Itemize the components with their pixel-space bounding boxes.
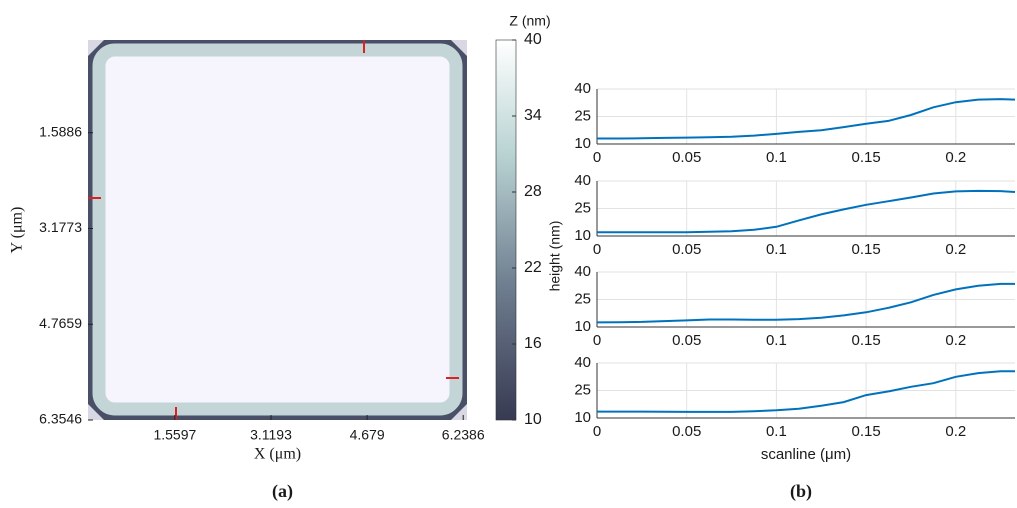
y-tick-label: 6.3546 (39, 411, 82, 427)
image-corner (88, 40, 104, 56)
x-tick-label: 3.1193 (250, 427, 292, 443)
x-tick-label: 0.15 (851, 241, 880, 258)
image-corner (451, 40, 467, 56)
image-corner (88, 404, 104, 420)
colorbar-tick-label: 10 (524, 411, 542, 428)
x-tick-label: 0 (593, 423, 601, 440)
x-tick-label: 0.2 (945, 332, 966, 349)
x-tick-label: 0.05 (672, 241, 701, 258)
x-tick-label: 0.15 (851, 423, 880, 440)
y-axis-label: Y (μm) (9, 207, 26, 254)
x-tick-label: 1.5597 (153, 427, 196, 443)
x-axis-label: scanline (μm) (761, 446, 851, 463)
line-series (597, 189, 1016, 234)
colorbar-tick-label: 40 (524, 31, 542, 48)
x-tick-label: 0.1 (766, 241, 787, 258)
y-tick-label: 40 (574, 263, 591, 280)
x-tick-label: 6.2386 (442, 427, 485, 443)
x-tick-label: 0.2 (945, 149, 966, 166)
y-tick-label: 10 (574, 409, 591, 426)
y-tick-label: 25 (574, 199, 591, 216)
line-series (597, 370, 1015, 413)
y-tick-label: 4.7659 (39, 315, 82, 331)
x-tick-label: 0 (593, 241, 601, 258)
x-tick-label: 0.15 (851, 149, 880, 166)
line-series (596, 282, 1015, 324)
y-tick-label: 10 (574, 135, 591, 152)
afm-image (88, 40, 467, 420)
colorbar-tick-label: 16 (524, 335, 542, 352)
image-ring (92, 43, 463, 416)
x-tick-label: 0.05 (672, 423, 701, 440)
x-tick-label: 0.1 (766, 332, 787, 349)
caption: (a) (272, 481, 293, 502)
x-tick-label: 0.1 (766, 423, 787, 440)
y-tick-label: 40 (574, 354, 591, 371)
colorbar-tick-label: 28 (524, 183, 542, 200)
y-tick-label: 25 (574, 290, 591, 307)
y-tick-label: 10 (574, 227, 591, 244)
colorbar-tick-label: 34 (524, 107, 542, 124)
y-tick-label: 25 (574, 107, 591, 124)
y-tick-label: 25 (574, 381, 591, 398)
x-tick-label: 0.1 (766, 149, 787, 166)
y-axis-label: height (nm) (547, 221, 563, 292)
y-tick-label: 40 (574, 80, 591, 97)
x-tick-label: 0.15 (851, 332, 880, 349)
y-tick-label: 1.5886 (39, 123, 82, 139)
colorbar (495, 39, 517, 421)
x-tick-label: 0.2 (945, 241, 966, 258)
x-tick-label: 0.05 (672, 332, 701, 349)
y-tick-label: 40 (574, 172, 591, 189)
x-tick-label: 0 (593, 332, 601, 349)
colorbar-tick-label: 22 (524, 259, 542, 276)
caption: (b) (790, 481, 812, 502)
x-tick-label: 0 (593, 149, 601, 166)
x-axis-label: X (μm) (254, 446, 301, 463)
y-tick-label: 3.1773 (39, 219, 82, 235)
colorbar-label: Z (nm) (509, 13, 550, 29)
x-tick-label: 0.2 (945, 423, 966, 440)
x-tick-label: 0.05 (672, 149, 701, 166)
x-tick-label: 4.679 (350, 427, 385, 443)
y-tick-label: 10 (574, 318, 591, 335)
line-series (597, 98, 1016, 140)
